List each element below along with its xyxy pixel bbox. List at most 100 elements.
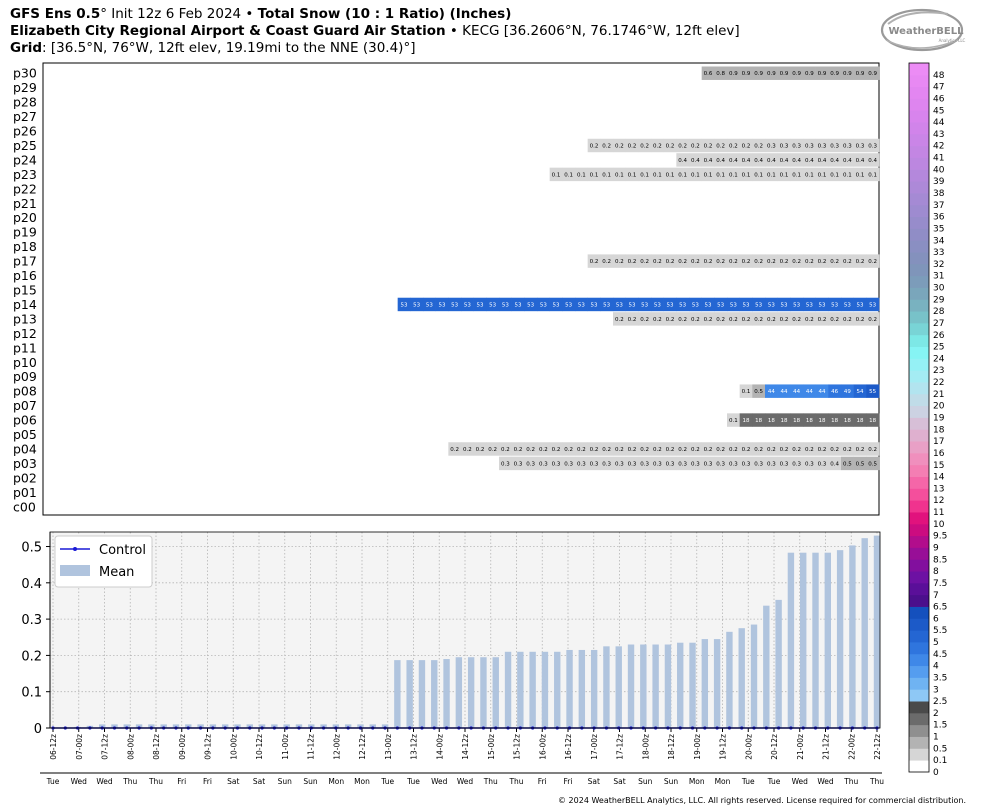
mean-bar	[467, 657, 475, 728]
heatmap-cell-label: 0.2	[628, 143, 637, 149]
legend-control-marker	[73, 547, 77, 551]
mean-bar	[455, 657, 463, 728]
heatmap-cell	[815, 456, 829, 471]
heatmap-cell-label: 0.1	[856, 172, 865, 178]
station-info: • KECG [36.2606°N, 76.1746°W, 12ft elev]	[445, 23, 740, 39]
colorbar: 0 0.1 0.51 1.5 2 2.5 3 3.54 4.5 5 5.5 66.5 7 7.5 8 8.5 9…	[908, 62, 947, 778]
x-tick-label: 20-00z	[744, 734, 753, 760]
heatmap-cell	[803, 153, 816, 167]
heatmap-cell-label: 53	[629, 302, 636, 308]
heatmap-cell	[701, 297, 715, 312]
mean-bar	[627, 644, 635, 728]
heatmap-cell-label: 0.2	[552, 447, 561, 453]
heatmap-cell	[752, 153, 766, 167]
heatmap-cell	[714, 442, 728, 456]
colorbar-label: 42	[933, 142, 944, 152]
heatmap-cell	[815, 66, 829, 80]
heatmap-cell-label: 0.4	[868, 158, 877, 164]
mean-bar	[283, 724, 290, 728]
heatmap-cell	[689, 297, 702, 312]
heatmap-cell-label: 0.2	[463, 447, 472, 453]
heatmap-cell	[714, 167, 728, 182]
heatmap-cell-label: 0.3	[564, 461, 573, 467]
heatmap-cell-label: 0.3	[666, 461, 675, 467]
heatmap-cell	[853, 413, 867, 427]
heatmap-cell-label: 0.3	[729, 461, 738, 467]
x-tick-label: 16-00z	[538, 734, 547, 760]
colorbar-label: 14	[933, 473, 945, 483]
heatmap-cell	[790, 138, 804, 153]
member-label: p15	[13, 283, 37, 298]
heatmap-cell-label: 0.1	[780, 172, 789, 178]
heatmap-cell-label: 0.1	[615, 172, 624, 178]
heatmap-cell	[853, 66, 867, 80]
heatmap-cell-label: 0.1	[704, 172, 713, 178]
heatmap-cell-label: 0.1	[666, 172, 675, 178]
colorbar-segment	[909, 370, 929, 383]
heatmap-cell	[461, 297, 474, 312]
heatmap-cell-label: 18	[768, 418, 775, 424]
heatmap-cell-label: 0.2	[526, 447, 535, 453]
heatmap-cell-label: 0.2	[767, 317, 776, 323]
colorbar-segment	[909, 760, 929, 773]
colorbar-label: 12	[933, 496, 944, 506]
heatmap-cell	[537, 297, 550, 312]
day-label: Mon	[689, 777, 705, 786]
heatmap-cell	[689, 153, 702, 167]
x-tick-label: 21-12z	[822, 734, 831, 760]
heatmap-cell-label: 0.2	[742, 143, 751, 149]
heatmap-cell-label: 53	[553, 302, 560, 308]
day-label: Fri	[177, 777, 186, 786]
logo-subtext: Analytics LLC	[939, 38, 966, 43]
heatmap-cell	[511, 297, 525, 312]
mean-bar	[775, 599, 782, 728]
heatmap-cell	[853, 297, 867, 312]
heatmap-cell-label: 0.2	[856, 259, 865, 265]
day-label: Fri	[564, 777, 573, 786]
x-tick-label: 08-00z	[126, 734, 135, 760]
x-tick-label: 11-00z	[281, 734, 290, 760]
colorbar-label: 6	[933, 614, 939, 624]
colorbar-segment	[909, 169, 929, 182]
heatmap-cell-label: 0.2	[780, 317, 789, 323]
day-label: Wed	[71, 777, 88, 786]
colorbar-segment	[909, 110, 929, 123]
heatmap-cell-label: 53	[679, 302, 686, 308]
x-tick-label: 12-00z	[332, 734, 341, 760]
heatmap-cell-label: 0.9	[856, 71, 865, 77]
heatmap-cell-label: 0.2	[754, 143, 763, 149]
heatmap-cell	[803, 138, 816, 153]
heatmap-cell-label: 53	[869, 302, 876, 308]
heatmap-cell-label: 0.3	[856, 143, 865, 149]
heatmap-cell	[727, 312, 740, 326]
colorbar-segment	[909, 133, 929, 147]
heatmap-cell	[853, 384, 867, 398]
heatmap-cell-label: 0.2	[767, 259, 776, 265]
colorbar-segment	[909, 665, 929, 678]
x-tick-label: 13-00z	[384, 734, 393, 760]
heatmap-cell	[714, 456, 728, 471]
member-label: c00	[13, 499, 36, 514]
heatmap-cell	[663, 456, 677, 471]
heatmap-cell	[841, 442, 854, 456]
heatmap-cell	[663, 312, 677, 326]
grid-label: Grid	[10, 40, 43, 56]
x-tick-label: 12-12z	[358, 734, 367, 760]
heatmap-cell-label: 0.4	[856, 158, 865, 164]
heatmap-cell-label: 0.3	[780, 143, 789, 149]
x-tick-label: 18-12z	[667, 734, 676, 760]
heatmap-cell	[727, 254, 740, 268]
heatmap-cell-label: 0.1	[691, 172, 700, 178]
colorbar-frame	[908, 62, 930, 773]
heatmap-cell-label: 0.1	[742, 172, 751, 178]
heatmap-cell	[815, 167, 829, 182]
colorbar-segment	[909, 512, 929, 525]
heatmap-cell	[701, 442, 715, 456]
mean-bar	[640, 644, 647, 728]
colorbar-label: 48	[933, 71, 945, 81]
mean-bar	[381, 724, 389, 728]
heatmap-cell	[499, 297, 512, 312]
member-label: p12	[13, 326, 37, 341]
heatmap-cell-label: 0.2	[830, 317, 839, 323]
heatmap-cell	[828, 413, 842, 427]
